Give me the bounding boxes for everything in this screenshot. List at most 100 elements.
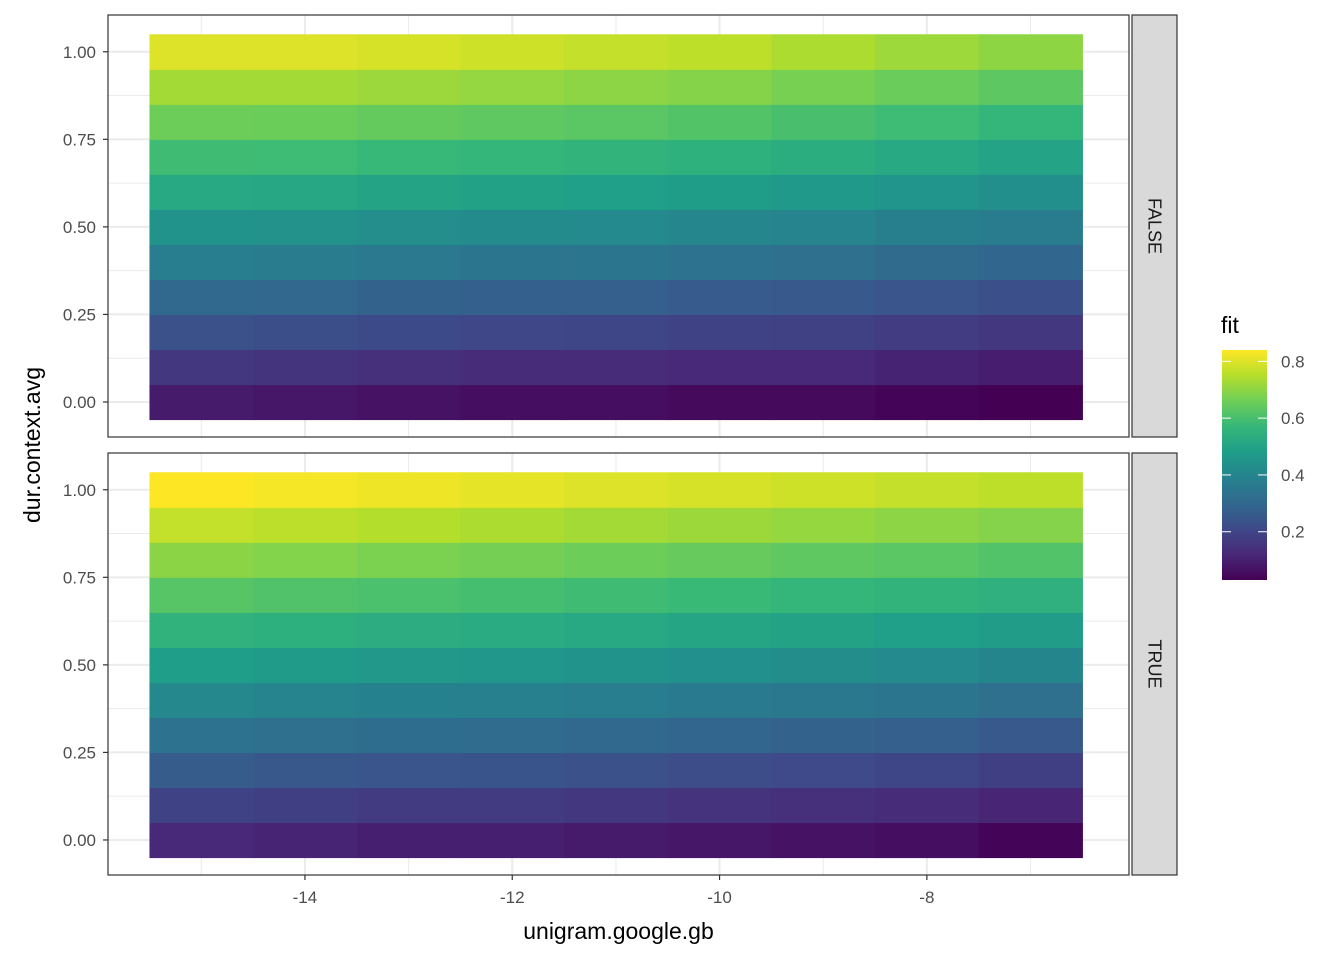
heatmap-tile <box>875 822 980 859</box>
heatmap-tile <box>771 542 876 578</box>
heatmap-tile <box>149 542 254 578</box>
heatmap-tile <box>253 752 358 789</box>
heatmap-tile <box>564 244 669 281</box>
heatmap-tile <box>875 69 980 105</box>
heatmap-tile <box>253 34 358 70</box>
heatmap-tile <box>356 209 462 245</box>
heatmap-tile <box>460 507 565 543</box>
heatmap-tile <box>978 822 1083 859</box>
heatmap-tile <box>564 577 669 613</box>
heatmap-tile <box>667 104 772 140</box>
heatmap-tile <box>667 682 772 719</box>
heatmap-tile <box>356 69 462 105</box>
legend-colorbar <box>1222 350 1267 580</box>
legend: fit 0.2 0.4 0.6 0.8 <box>1221 312 1305 580</box>
heatmap-tile <box>667 612 772 648</box>
heatmap-tile <box>875 34 980 70</box>
heatmap-tile <box>771 104 876 140</box>
x-tick-label: -12 <box>500 888 525 907</box>
heatmap-tile <box>149 279 254 316</box>
legend-title: fit <box>1221 312 1240 338</box>
x-tick-label: -14 <box>293 888 318 907</box>
heatmap-tile <box>978 507 1083 543</box>
heatmap-tile <box>149 787 254 824</box>
heatmap-tile <box>149 34 254 70</box>
heatmap-tile <box>356 174 462 210</box>
heatmap-tile <box>667 542 772 578</box>
heatmap-tile <box>460 384 565 421</box>
heatmap-tile <box>253 209 358 245</box>
heatmap-tile <box>460 577 565 613</box>
heatmap-tile <box>253 384 358 421</box>
heatmap-tile <box>253 612 358 648</box>
heatmap-tile <box>253 314 358 351</box>
heatmap-tile <box>771 69 876 105</box>
heatmap-tile <box>253 244 358 281</box>
heatmap-tile <box>771 34 876 70</box>
heatmap-tiles <box>149 34 1083 421</box>
heatmap-tile <box>149 349 254 386</box>
heatmap-tile <box>356 472 462 508</box>
facet-strip-label: FALSE <box>1145 198 1165 254</box>
heatmap-tile <box>978 279 1083 316</box>
heatmap-tile <box>564 822 669 859</box>
heatmap-tile <box>667 349 772 386</box>
heatmap-tile <box>564 717 669 754</box>
heatmap-tile <box>253 577 358 613</box>
heatmap-tile <box>667 34 772 70</box>
heatmap-tile <box>875 717 980 754</box>
legend-tick-label: 0.6 <box>1281 409 1305 428</box>
heatmap-tile <box>356 577 462 613</box>
heatmap-tile <box>978 69 1083 105</box>
heatmap-tile <box>667 174 772 210</box>
heatmap-tile <box>460 717 565 754</box>
heatmap-tile <box>149 139 254 175</box>
heatmap-tile <box>667 647 772 683</box>
y-axis-title: dur.context.avg <box>19 367 45 523</box>
heatmap-tile <box>875 349 980 386</box>
facet-panel-false: 0.00 0.25 0.50 0.75 1.00 FALSE <box>63 14 1178 438</box>
heatmap-tile <box>564 209 669 245</box>
x-axis-title: unigram.google.gb <box>523 918 714 944</box>
heatmap-tile <box>667 244 772 281</box>
heatmap-tile <box>667 69 772 105</box>
heatmap-tile <box>978 787 1083 824</box>
heatmap-tile <box>667 787 772 824</box>
heatmap-tile <box>667 507 772 543</box>
heatmap-tile <box>564 139 669 175</box>
legend-tick-label: 0.8 <box>1281 352 1305 371</box>
heatmap-tile <box>667 752 772 789</box>
heatmap-tile <box>771 577 876 613</box>
heatmap-tile <box>564 174 669 210</box>
heatmap-tile <box>149 822 254 859</box>
heatmap-tile <box>875 542 980 578</box>
heatmap-tile <box>875 139 980 175</box>
heatmap-tile <box>460 752 565 789</box>
y-tick-label: 0.75 <box>63 130 96 149</box>
heatmap-tile <box>978 682 1083 719</box>
panel-border <box>107 14 1130 438</box>
heatmap-tile <box>356 682 462 719</box>
heatmap-tile <box>771 822 876 859</box>
heatmap-tile <box>771 349 876 386</box>
heatmap-tile <box>564 752 669 789</box>
panel-border <box>107 452 1130 876</box>
heatmap-tile <box>771 384 876 421</box>
facet-panels: 0.00 0.25 0.50 0.75 1.00 FALSE 0.00 0.25 0.50 0.7… <box>63 14 1178 876</box>
heatmap-tile <box>771 787 876 824</box>
heatmap-tile <box>875 507 980 543</box>
heatmap-tile <box>460 349 565 386</box>
heatmap-tile <box>460 279 565 316</box>
heatmap-tile <box>564 682 669 719</box>
y-tick-label: 0.00 <box>63 393 96 412</box>
heatmap-tile <box>460 34 565 70</box>
y-tick-label: 1.00 <box>63 481 96 500</box>
heatmap-tile <box>875 314 980 351</box>
heatmap-tile <box>875 209 980 245</box>
heatmap-tile <box>460 822 565 859</box>
heatmap-tile <box>253 542 358 578</box>
heatmap-tile <box>667 139 772 175</box>
x-tick-label: -10 <box>707 888 732 907</box>
heatmap-tile <box>460 787 565 824</box>
y-tick-label: 0.25 <box>63 743 96 762</box>
